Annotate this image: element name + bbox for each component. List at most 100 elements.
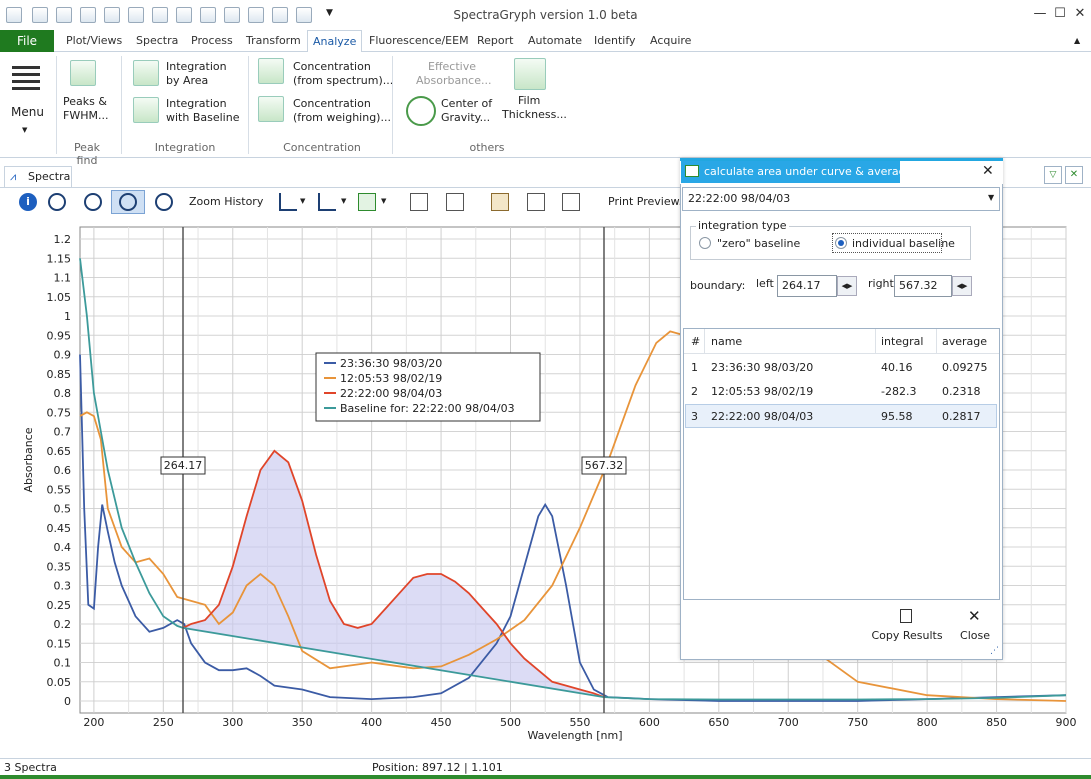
print-preview-button[interactable]: Print Preview...: [608, 195, 690, 208]
copy-data-icon[interactable]: [562, 193, 580, 211]
film-thickness-label-2[interactable]: Thickness...: [502, 108, 567, 121]
file-tab[interactable]: File: [0, 30, 54, 52]
concentration-spectrum-label-1[interactable]: Concentration: [293, 60, 371, 73]
document-tab[interactable]: [4, 166, 72, 188]
concentration-weighing-label-2[interactable]: (from weighing)...: [293, 111, 391, 124]
collapse-ribbon-icon[interactable]: ▲: [1074, 36, 1081, 45]
menu-dropdown-icon[interactable]: ▼: [22, 126, 28, 134]
image-icon[interactable]: [200, 7, 216, 23]
tab-automate[interactable]: Automate: [528, 34, 583, 47]
open-file-icon[interactable]: [56, 7, 72, 23]
selected-row-highlight[interactable]: [685, 404, 997, 428]
concentration-spectrum-label-2[interactable]: (from spectrum)...: [293, 74, 394, 87]
concentration-weighing-icon[interactable]: [258, 96, 284, 122]
tab-fluorescence[interactable]: Fluorescence/EEM: [369, 34, 469, 47]
panel-close-icon[interactable]: ✕: [982, 163, 994, 179]
table-row-3-average[interactable]: 0.2817: [942, 410, 981, 423]
table-row-3-integral[interactable]: 95.58: [881, 410, 913, 423]
center-of-gravity-label-1[interactable]: Center of: [441, 97, 493, 110]
open-folder-icon[interactable]: [80, 7, 96, 23]
table-row-1-number[interactable]: 1: [691, 361, 698, 374]
table-icon[interactable]: [224, 7, 240, 23]
layout-icon[interactable]: [410, 193, 428, 211]
close-document-icon[interactable]: ✕: [1065, 166, 1083, 184]
axis-y-dropdown-icon[interactable]: ▼: [341, 197, 347, 205]
table-row-1-integral[interactable]: 40.16: [881, 361, 913, 374]
tab-identify[interactable]: Identify: [594, 34, 636, 47]
menu-icon[interactable]: [12, 66, 40, 90]
integration-area-icon[interactable]: [133, 60, 159, 86]
col-header-integral[interactable]: integral: [881, 335, 924, 348]
film-thickness-icon[interactable]: [514, 58, 546, 90]
integration-baseline-label-2[interactable]: with Baseline: [166, 111, 240, 124]
chevron-down-icon[interactable]: ▼: [988, 193, 995, 202]
zoom-out-icon[interactable]: [155, 193, 173, 211]
peaks-icon[interactable]: [70, 60, 96, 86]
close-button[interactable]: Close: [960, 629, 990, 642]
tab-spectra[interactable]: Spectra: [136, 34, 179, 47]
save-as-icon[interactable]: [128, 7, 144, 23]
info-icon[interactable]: i: [19, 193, 37, 211]
tab-acquire[interactable]: Acquire: [650, 34, 692, 47]
integration-area-label-1[interactable]: Integration: [166, 60, 227, 73]
concentration-spectrum-icon[interactable]: [258, 58, 284, 84]
table-row-3-name[interactable]: 22:22:00 98/04/03: [711, 410, 814, 423]
axis-y-icon[interactable]: [318, 193, 336, 211]
minimize-icon[interactable]: —: [1033, 6, 1047, 21]
clipboard-icon[interactable]: [491, 193, 509, 211]
axis-x-icon[interactable]: [279, 193, 297, 211]
tab-report[interactable]: Report: [477, 34, 514, 47]
maximize-icon[interactable]: ☐: [1054, 6, 1066, 21]
left-spinner[interactable]: ◀▶: [837, 276, 857, 296]
col-header-number[interactable]: #: [691, 335, 701, 348]
table-row-1-average[interactable]: 0.09275: [942, 361, 988, 374]
left-boundary-input[interactable]: 264.17: [777, 275, 837, 297]
copy-results-button[interactable]: Copy Results: [871, 629, 943, 642]
axis-x-dropdown-icon[interactable]: ▼: [300, 197, 306, 205]
undo-icon[interactable]: [248, 7, 264, 23]
peaks-fwhm-label-1[interactable]: Peaks &: [63, 95, 107, 108]
export-image-icon[interactable]: [527, 193, 545, 211]
quick-access-dropdown-icon[interactable]: ▼: [326, 8, 333, 18]
right-spinner[interactable]: ◀▶: [952, 276, 972, 296]
right-boundary-input[interactable]: 567.32: [894, 275, 952, 297]
grid-icon[interactable]: [358, 193, 376, 211]
zoom-fit-icon[interactable]: [84, 193, 102, 211]
concentration-weighing-label-1[interactable]: Concentration: [293, 97, 371, 110]
paste-icon[interactable]: [176, 7, 192, 23]
copy-results-icon[interactable]: [900, 609, 912, 623]
zoom-history-button[interactable]: Zoom History: [189, 195, 264, 208]
integration-area-label-2[interactable]: by Area: [166, 74, 209, 87]
resize-grip-icon[interactable]: ⋰: [990, 646, 999, 656]
tab-process[interactable]: Process: [191, 34, 233, 47]
integration-baseline-label-1[interactable]: Integration: [166, 97, 227, 110]
restore-panel-icon[interactable]: ▽: [1044, 166, 1062, 184]
table-row-3-number[interactable]: 3: [691, 410, 698, 423]
peaks-fwhm-label-2[interactable]: FWHM...: [63, 109, 109, 122]
zoom-in-icon[interactable]: [48, 193, 66, 211]
integration-baseline-icon[interactable]: [133, 97, 159, 123]
menu-label[interactable]: Menu: [11, 105, 44, 119]
individual-baseline-label[interactable]: individual baseline: [852, 237, 955, 250]
table-view-icon[interactable]: [446, 193, 464, 211]
app-icon[interactable]: [6, 7, 22, 23]
col-header-name[interactable]: name: [711, 335, 743, 348]
table-row-2-name[interactable]: 12:05:53 98/02/19: [711, 385, 814, 398]
spectrum-select[interactable]: [682, 187, 1000, 211]
individual-baseline-radio[interactable]: [835, 237, 847, 249]
tab-transform[interactable]: Transform: [246, 34, 301, 47]
table-row-2-number[interactable]: 2: [691, 385, 698, 398]
film-thickness-label-1[interactable]: Film: [518, 94, 541, 107]
copy-icon[interactable]: [152, 7, 168, 23]
zero-baseline-radio[interactable]: [699, 237, 711, 249]
table-row-2-average[interactable]: 0.2318: [942, 385, 981, 398]
redo-icon[interactable]: [272, 7, 288, 23]
grid-dropdown-icon[interactable]: ▼: [381, 197, 387, 205]
zero-baseline-label[interactable]: "zero" baseline: [717, 237, 801, 250]
new-file-icon[interactable]: [32, 7, 48, 23]
col-header-average[interactable]: average: [942, 335, 988, 348]
tab-analyze[interactable]: Analyze: [307, 30, 363, 53]
save-icon[interactable]: [104, 7, 120, 23]
center-of-gravity-label-2[interactable]: Gravity...: [441, 111, 491, 124]
table-row-2-integral[interactable]: -282.3: [881, 385, 917, 398]
